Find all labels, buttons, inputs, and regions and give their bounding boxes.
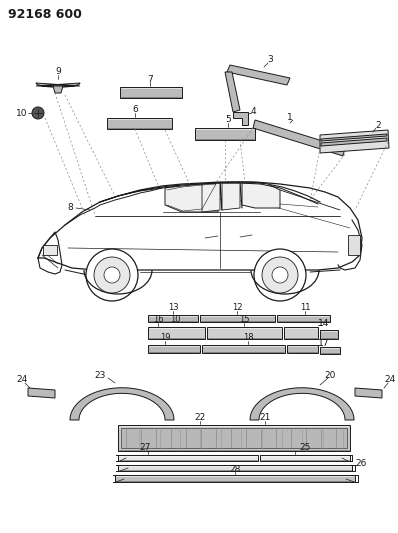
Text: 12: 12 bbox=[232, 303, 242, 312]
Text: 10: 10 bbox=[170, 316, 180, 325]
Text: 24: 24 bbox=[384, 376, 396, 384]
Text: 21: 21 bbox=[259, 414, 271, 423]
Polygon shape bbox=[53, 86, 63, 93]
Bar bbox=[277, 315, 330, 322]
Bar bbox=[284, 327, 318, 339]
Text: 19: 19 bbox=[160, 334, 170, 343]
Polygon shape bbox=[320, 130, 389, 153]
Text: 7: 7 bbox=[147, 75, 153, 84]
Polygon shape bbox=[28, 388, 55, 398]
Polygon shape bbox=[227, 65, 290, 85]
Circle shape bbox=[94, 257, 130, 293]
Polygon shape bbox=[250, 388, 354, 420]
Text: 2: 2 bbox=[375, 120, 381, 130]
Circle shape bbox=[254, 249, 306, 301]
Text: 4: 4 bbox=[250, 108, 256, 117]
Bar bbox=[148, 315, 198, 322]
Polygon shape bbox=[202, 183, 220, 212]
Text: 24: 24 bbox=[16, 376, 27, 384]
Bar bbox=[118, 465, 352, 471]
Polygon shape bbox=[225, 72, 240, 112]
Bar bbox=[348, 235, 360, 255]
Polygon shape bbox=[233, 112, 248, 125]
Text: 16: 16 bbox=[153, 316, 163, 325]
Polygon shape bbox=[321, 138, 387, 146]
Text: 14: 14 bbox=[318, 319, 330, 327]
Bar bbox=[202, 345, 285, 353]
Text: 13: 13 bbox=[168, 303, 178, 312]
Circle shape bbox=[104, 267, 120, 283]
Text: 9: 9 bbox=[55, 68, 61, 77]
Bar bbox=[43, 245, 57, 255]
Text: 28: 28 bbox=[229, 464, 241, 473]
Bar bbox=[320, 347, 340, 354]
Bar bbox=[118, 455, 258, 461]
Text: 3: 3 bbox=[267, 55, 273, 64]
Circle shape bbox=[272, 267, 288, 283]
Bar bbox=[121, 428, 347, 448]
Bar bbox=[120, 87, 182, 98]
Bar bbox=[260, 455, 350, 461]
Bar bbox=[118, 425, 350, 451]
Text: 5: 5 bbox=[225, 116, 231, 125]
Bar bbox=[148, 327, 205, 339]
Text: 26: 26 bbox=[355, 458, 367, 467]
Text: 8: 8 bbox=[67, 204, 73, 213]
Polygon shape bbox=[321, 134, 387, 141]
Bar bbox=[200, 315, 275, 322]
Bar bbox=[207, 327, 282, 339]
Text: 25: 25 bbox=[299, 443, 311, 453]
Polygon shape bbox=[355, 388, 382, 398]
Circle shape bbox=[86, 249, 138, 301]
Bar bbox=[195, 128, 255, 140]
Bar bbox=[287, 345, 318, 353]
Text: 18: 18 bbox=[243, 334, 253, 343]
Polygon shape bbox=[38, 182, 362, 270]
Text: 11: 11 bbox=[300, 303, 310, 312]
Polygon shape bbox=[242, 183, 280, 208]
Bar bbox=[107, 118, 172, 129]
Circle shape bbox=[32, 107, 44, 119]
Text: 23: 23 bbox=[94, 370, 106, 379]
Bar bbox=[148, 345, 200, 353]
Polygon shape bbox=[222, 183, 240, 210]
Bar bbox=[115, 475, 355, 482]
Text: 92168 600: 92168 600 bbox=[8, 7, 82, 20]
Polygon shape bbox=[36, 83, 80, 87]
Text: 10: 10 bbox=[16, 109, 28, 117]
Text: 17: 17 bbox=[318, 338, 330, 348]
Text: 6: 6 bbox=[132, 106, 138, 115]
Text: 22: 22 bbox=[194, 414, 206, 423]
Text: 20: 20 bbox=[324, 370, 336, 379]
Text: 15: 15 bbox=[239, 316, 249, 325]
Circle shape bbox=[262, 257, 298, 293]
Polygon shape bbox=[253, 120, 345, 156]
Polygon shape bbox=[70, 388, 174, 420]
Text: 1: 1 bbox=[287, 112, 293, 122]
Bar bbox=[320, 330, 338, 339]
Text: 27: 27 bbox=[139, 443, 151, 453]
Polygon shape bbox=[165, 183, 218, 212]
